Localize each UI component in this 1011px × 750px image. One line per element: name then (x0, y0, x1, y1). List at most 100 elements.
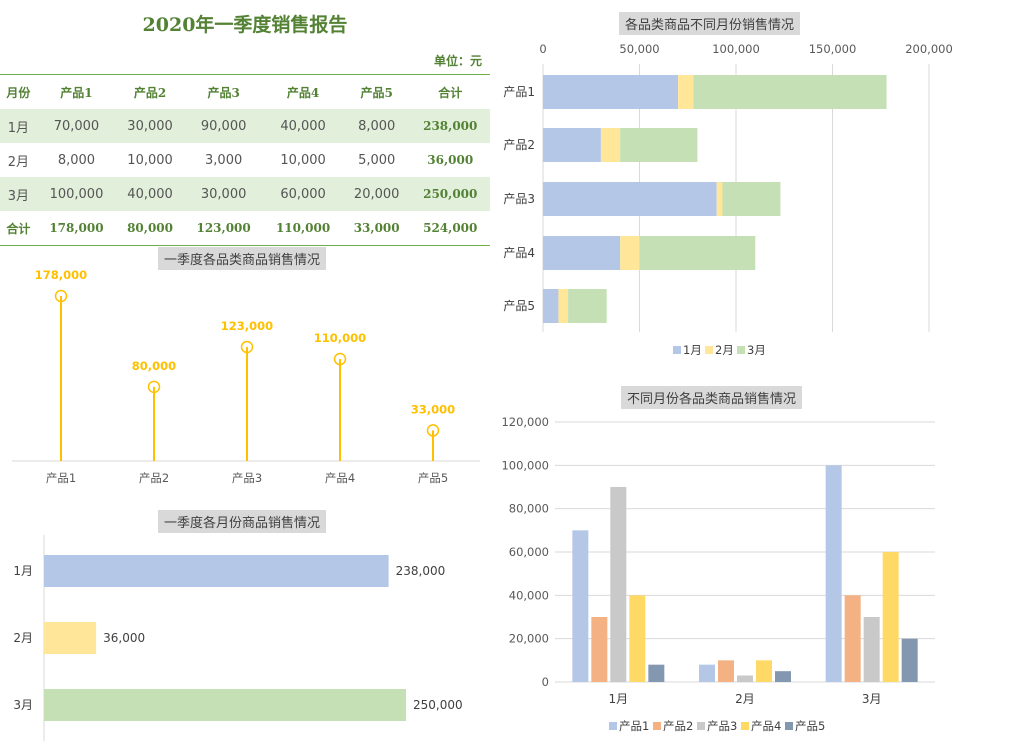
clustered-legend-swatch (653, 722, 661, 730)
lollipop-category-label: 产品5 (418, 471, 448, 485)
lollipop-value-label: 80,000 (132, 359, 176, 373)
report-title: 2020年一季度销售报告 (142, 14, 348, 36)
stacked-category-label: 产品4 (503, 246, 535, 260)
lollipop-marker (147, 380, 161, 394)
cell-value: 10,000 (127, 152, 173, 168)
clustered-tick-label: 0 (542, 675, 549, 689)
month-value-label: 250,000 (413, 698, 463, 712)
lollipop-marker (240, 340, 254, 354)
table-header-row: 月份 产品1 产品2 产品3 产品4 产品5 合计 (0, 74, 490, 109)
clustered-bar (756, 660, 772, 682)
stacked-legend-swatch (673, 346, 681, 354)
clustered-bar (610, 487, 627, 682)
stacked-tick-label: 150,000 (809, 42, 857, 56)
cell-row-total: 238,000 (410, 109, 490, 143)
lollipop-marker (54, 289, 68, 303)
clustered-legend-swatch (697, 722, 705, 730)
table-row: 1月 70,000 30,000 90,000 40,000 8,000 238… (0, 109, 490, 143)
clustered-bar (775, 671, 791, 682)
lollipop-marker (333, 352, 347, 366)
stacked-category-label: 产品2 (503, 138, 535, 152)
clustered-bar (699, 664, 715, 682)
month-value-label: 238,000 (396, 564, 446, 578)
clustered-bar (882, 552, 899, 682)
lollipop-category-label: 产品3 (232, 471, 262, 485)
lollipop-marker (426, 424, 440, 437)
cell-col-total: 123,000 (183, 211, 264, 246)
clustered-legend-swatch (609, 722, 617, 730)
lollipop-category-label: 产品1 (46, 471, 76, 485)
clustered-bar (591, 617, 608, 682)
header-product3: 产品3 (183, 74, 264, 109)
lollipop-value-label: 33,000 (411, 402, 455, 416)
clustered-tick-label: 100,000 (501, 458, 549, 472)
cell-value: 40,000 (116, 177, 184, 211)
clustered-bar (825, 465, 842, 682)
cell-col-total: 80,000 (116, 211, 184, 246)
header-total: 合计 (410, 74, 490, 109)
stacked-bar-segment (543, 236, 621, 270)
clustered-legend-swatch (785, 722, 793, 730)
clustered-bar (901, 638, 918, 682)
month-category-label: 2月 (13, 631, 33, 645)
clustered-tick-label: 40,000 (509, 588, 549, 602)
clustered-bar (648, 664, 665, 682)
cell-total-label: 合计 (0, 211, 37, 246)
stacked-bar-segment (558, 289, 569, 323)
clustered-legend-label: 产品1 (619, 719, 649, 733)
clustered-legend-label: 产品3 (707, 719, 737, 733)
cell-value: 60,000 (263, 177, 343, 211)
clustered-bar-chart: 0 20,000 40,000 60,000 80,000 100,000 120,000 1… (501, 415, 935, 733)
cell-value: 20,000 (342, 177, 411, 211)
stacked-bar-segment (693, 75, 887, 109)
table-row: 3月 100,000 40,000 30,000 60,000 20,000 2… (0, 177, 490, 211)
stacked-bar-segment (543, 128, 601, 162)
stacked-bar-segment (600, 128, 621, 162)
month-bar (44, 555, 389, 587)
cell-value: 10,000 (280, 152, 326, 168)
header-product2: 产品2 (116, 74, 184, 109)
stacked-legend-label: 2月 (715, 343, 734, 357)
cell-col-total: 110,000 (263, 211, 343, 246)
stacked-tick-label: 50,000 (619, 42, 659, 56)
clustered-category-label: 1月 (609, 692, 629, 706)
stacked-bar-segment (620, 128, 698, 162)
cell-month: 1月 (0, 109, 37, 143)
stacked-bar-segment (568, 289, 607, 323)
stacked-bar-segment (678, 75, 694, 109)
table-total-row: 合计 178,000 80,000 123,000 110,000 33,000… (0, 211, 490, 246)
lollipop-category-label: 产品4 (325, 471, 355, 485)
lollipop-value-label: 123,000 (221, 319, 273, 333)
cell-value: 5,000 (358, 152, 396, 168)
stacked-category-label: 产品3 (503, 192, 535, 206)
cell-value: 90,000 (183, 109, 264, 143)
cell-value: 100,000 (36, 177, 117, 211)
cell-row-total: 36,000 (427, 153, 474, 167)
stacked-legend-label: 3月 (747, 343, 766, 357)
clustered-bar (718, 660, 734, 682)
lollipop-value-label: 178,000 (35, 268, 87, 282)
clustered-chart-title: 不同月份各品类商品销售情况 (621, 386, 803, 409)
clustered-bar (737, 675, 753, 682)
cell-month: 2月 (7, 154, 29, 170)
clustered-tick-label: 120,000 (501, 415, 549, 429)
header-product1: 产品1 (36, 74, 117, 109)
month-value-label: 36,000 (103, 631, 145, 645)
stacked-tick-label: 0 (539, 42, 546, 56)
cell-value: 30,000 (183, 177, 264, 211)
month-bar (44, 622, 97, 654)
cell-value: 30,000 (116, 109, 184, 143)
stacked-bar-segment (620, 236, 640, 270)
cell-value: 40,000 (263, 109, 343, 143)
stacked-legend-swatch (737, 346, 745, 354)
month-bar (44, 689, 406, 721)
sales-table: 月份 产品1 产品2 产品3 产品4 产品5 合计 1月 70,000 30,0… (0, 74, 490, 246)
month-total-chart-title: 一季度各月份商品销售情况 (158, 510, 327, 533)
clustered-bar (863, 617, 880, 682)
cell-col-total: 33,000 (342, 211, 411, 246)
stacked-bar-segment (543, 182, 717, 216)
cell-value: 70,000 (36, 109, 117, 143)
clustered-legend-label: 产品5 (795, 719, 825, 733)
unit-label: 单位：元 (433, 54, 482, 68)
month-total-chart: 238,000 1月 36,000 2月 250,000 3月 (13, 535, 463, 741)
